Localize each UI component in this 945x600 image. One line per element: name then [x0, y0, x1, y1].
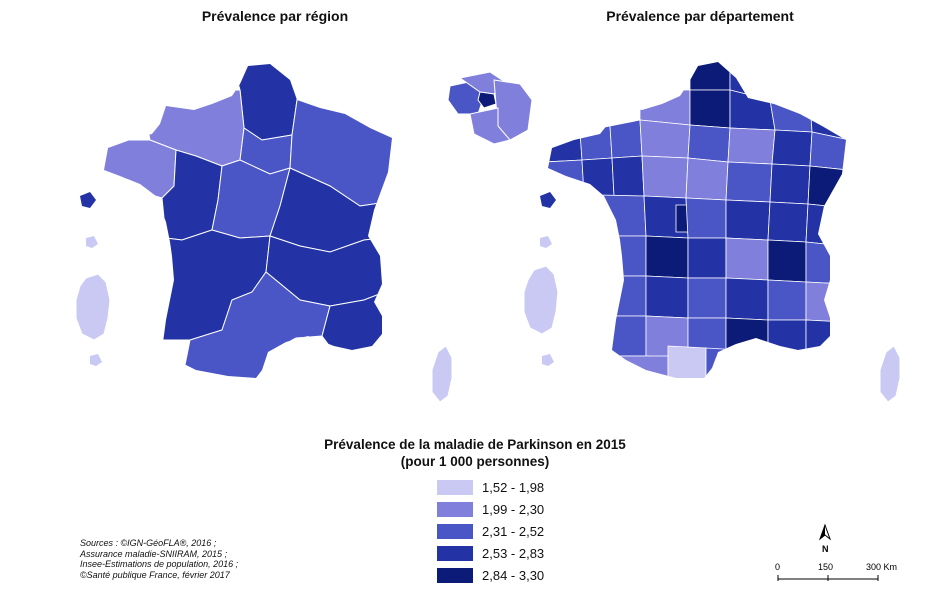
legend-title: Prévalence de la maladie de Parkinson en… [290, 436, 660, 470]
legend-label: 2,31 - 2,52 [482, 523, 545, 539]
overseas-small-6 [542, 354, 554, 366]
legend-title-line1: Prévalence de la maladie de Parkinson en… [324, 437, 626, 452]
region-map-title: Prévalence par région [201, 8, 349, 24]
overseas-small-4 [540, 192, 556, 208]
dept-corse [523, 265, 559, 335]
dept-cell [725, 237, 769, 281]
sources-line: ©Santé publique France, février 2017 [80, 569, 230, 580]
legend-label: 2,84 - 3,30 [482, 567, 545, 583]
legend-label: 1,52 - 1,98 [482, 479, 545, 495]
scale-tick-label-300: 300 Km [866, 562, 897, 572]
dept-cell [769, 163, 811, 205]
region-map [75, 64, 392, 378]
inset-dept-center [477, 91, 497, 109]
dept-cell [725, 317, 769, 359]
dept-cell [639, 89, 691, 126]
dept-cell [689, 62, 731, 91]
dept-cell [805, 319, 845, 361]
dept-cell [581, 157, 615, 197]
dept-cell [689, 89, 731, 129]
overseas-small-1 [80, 192, 96, 208]
region-corse [75, 273, 111, 341]
sources-line: Assurance maladie-SNIIRAM, 2015 ; [80, 548, 228, 559]
legend-item: 2,31 - 2,52 [436, 521, 544, 541]
legend-item: 2,84 - 3,30 [436, 565, 544, 585]
dept-cell [725, 161, 773, 203]
dept-cell [609, 119, 643, 159]
dept-cell [687, 124, 731, 163]
dept-cell [645, 235, 689, 279]
sources-note: Sources : ©IGN-GéoFLA®, 2016 ; Assurance… [80, 538, 238, 580]
dept-cell [705, 347, 741, 378]
sources-line: Insee-Estimations de population, 2016 ; [80, 559, 239, 569]
region-bretagne [104, 139, 177, 199]
dept-cell [548, 159, 585, 196]
dept-cell [725, 199, 771, 241]
dept-cell [687, 277, 727, 319]
legend-swatch [436, 566, 474, 584]
corse-small-right [879, 345, 901, 403]
corse-small-left [431, 345, 453, 403]
legend-swatch [436, 544, 474, 562]
dept-cell [725, 277, 769, 321]
inset-dept-east [493, 79, 533, 141]
dept-cell [685, 197, 727, 239]
overseas-small-2 [86, 236, 98, 248]
dept-cell [548, 131, 583, 163]
paris-inset-map [447, 71, 533, 145]
overseas-small-5 [540, 236, 552, 248]
dept-cell [645, 275, 689, 319]
dept-cell [767, 239, 807, 283]
dept-cell [599, 315, 647, 357]
dept-cell [771, 129, 813, 167]
dept-cell [599, 275, 647, 317]
legend-label: 1,99 - 2,30 [482, 501, 545, 517]
legend-title-line2: (pour 1 000 personnes) [400, 454, 550, 469]
dept-cell [599, 194, 647, 237]
legend-label: 2,53 - 2,83 [482, 545, 545, 561]
north-label: N [822, 544, 829, 554]
maps-canvas [75, 62, 901, 403]
scale-bar: N 0 150 300 Km [775, 523, 897, 581]
dept-cell [685, 157, 729, 201]
dept-cell [667, 345, 707, 378]
dept-cell [805, 203, 846, 247]
legend-item: 1,99 - 2,30 [436, 499, 544, 519]
department-map-title: Prévalence par département [606, 8, 794, 24]
scale-tick-label-0: 0 [775, 562, 780, 572]
legend-swatch [436, 478, 474, 496]
dept-cell [579, 125, 613, 161]
legend-item: 1,52 - 1,98 [436, 477, 544, 497]
dept-cell [619, 355, 669, 378]
dept-cell [805, 241, 845, 285]
inset-dept-south [469, 107, 511, 145]
dept-cell [687, 237, 727, 279]
dept-cell [767, 279, 807, 321]
sources-line: Sources : ©IGN-GéoFLA®, 2016 ; [80, 538, 217, 548]
dept-cell [641, 155, 689, 199]
dept-cell [727, 127, 776, 165]
overseas-small-3 [90, 354, 102, 366]
dept-cell [611, 155, 645, 197]
dept-cell [807, 165, 846, 209]
dept-cell [599, 235, 647, 277]
legend-item: 2,53 - 2,83 [436, 543, 544, 563]
dept-cell [805, 281, 845, 323]
legend-swatch [436, 500, 474, 518]
scale-tick-label-150: 150 [818, 562, 833, 572]
north-arrow-icon [818, 523, 832, 541]
legend-swatch [436, 522, 474, 540]
dept-cell [767, 201, 809, 243]
dept-cell [769, 99, 813, 133]
legend: 1,52 - 1,98 1,99 - 2,30 2,31 - 2,52 2,53 - … [436, 477, 544, 587]
dept-cell [809, 131, 846, 171]
dept-cell [767, 319, 807, 359]
dept-cell [729, 89, 776, 131]
dept-cell [639, 119, 691, 159]
